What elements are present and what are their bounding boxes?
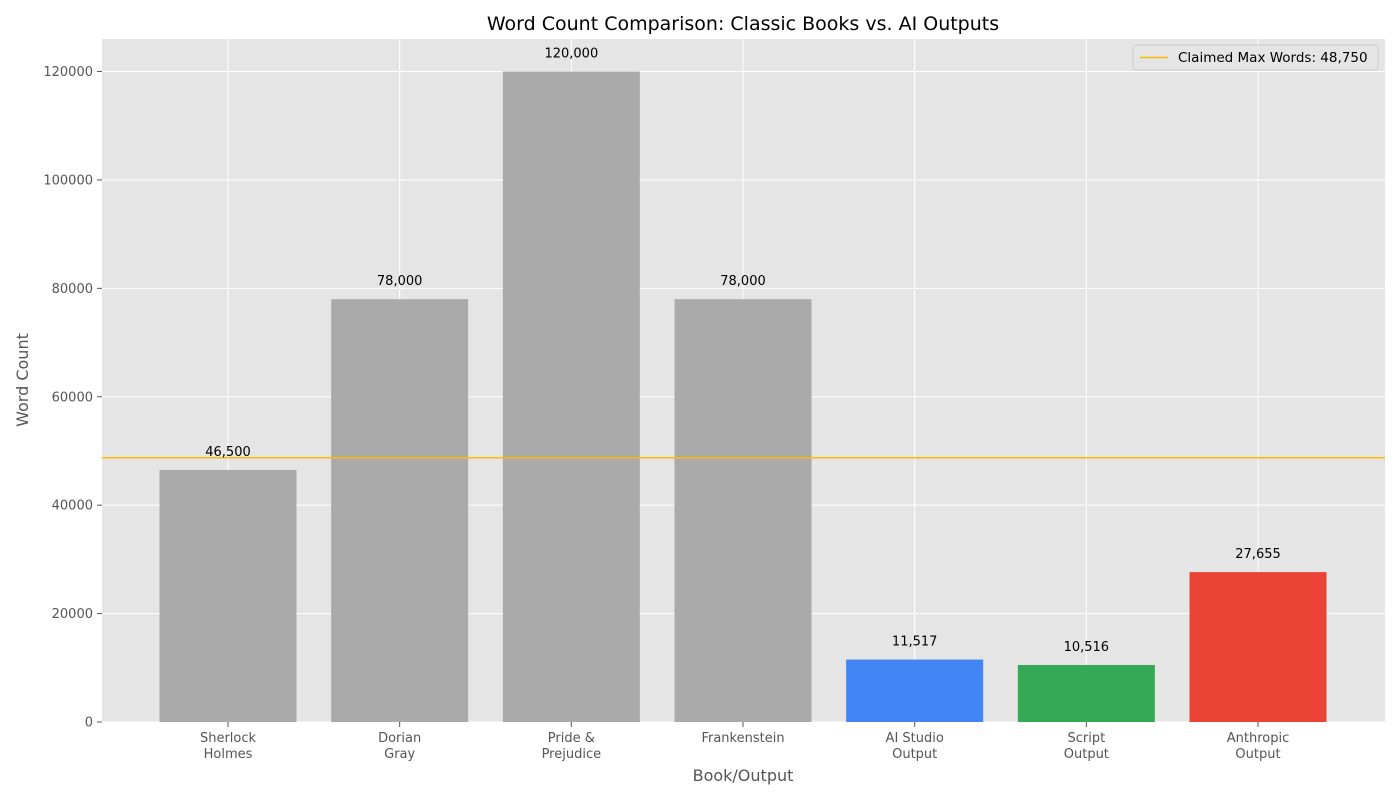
x-tick-label: Script Output (1064, 731, 1109, 762)
bar (1017, 664, 1155, 722)
data-label: 78,000 (377, 274, 423, 289)
bar (846, 659, 984, 722)
x-tick-label-line: Output (1064, 747, 1109, 762)
x-tick-label: Pride & Prejudice (542, 731, 602, 762)
bars (159, 71, 1327, 723)
legend-label: Claimed Max Words: 48,750 (1178, 50, 1368, 66)
y-tick-label: 80000 (52, 282, 93, 297)
data-label: 11,517 (892, 635, 938, 650)
legend-box (1132, 44, 1379, 71)
x-tick-label-line: Script (1067, 731, 1105, 746)
x-tick-label-line: Holmes (204, 747, 253, 762)
x-tick-label-line: Anthropic (1227, 731, 1290, 746)
y-axis-label: Word Count (13, 333, 32, 427)
x-tick-label-line: Pride & (548, 731, 595, 746)
x-tick-label-line: Gray (384, 747, 415, 762)
x-tick-label-line: Output (892, 747, 937, 762)
data-label: 10,516 (1064, 640, 1110, 655)
x-tick-label-line: Dorian (378, 731, 421, 746)
chart-title: Word Count Comparison: Classic Books vs.… (487, 13, 999, 35)
y-axis-ticks: 0 20000 40000 60000 80000 100000 120000 (43, 65, 102, 731)
x-axis-ticks: Sherlock Holmes Dorian Gray Pride & Prejudice… (200, 722, 1289, 762)
data-label: 46,500 (205, 445, 251, 460)
y-tick-label: 0 (85, 716, 93, 731)
data-label: 120,000 (544, 47, 598, 62)
y-tick-label: 120000 (43, 65, 93, 80)
x-axis-label: Book/Output (693, 766, 794, 785)
y-tick-label: 60000 (52, 390, 93, 405)
x-tick-label-line: Prejudice (542, 747, 602, 762)
x-tick-label-line: Output (1235, 747, 1280, 762)
x-tick-label-line: Frankenstein (701, 731, 784, 746)
y-tick-label: 100000 (43, 173, 93, 188)
x-tick-label-line: Sherlock (200, 731, 257, 746)
x-tick-label: Frankenstein (701, 731, 784, 746)
legend: Claimed Max Words: 48,750 (1132, 44, 1379, 71)
data-labels: 46,500 78,000 120,000 78,000 11,517 10,516 27,… (205, 47, 1281, 655)
bar (674, 299, 812, 722)
x-tick-label-line: AI Studio (886, 731, 944, 746)
data-label: 78,000 (720, 274, 766, 289)
bar (331, 299, 469, 722)
bar (1189, 572, 1327, 722)
bar (159, 469, 297, 722)
x-tick-label: AI Studio Output (886, 731, 944, 762)
data-label: 27,655 (1235, 547, 1281, 562)
bar (502, 71, 640, 723)
y-tick-label: 20000 (52, 607, 93, 622)
y-tick-label: 40000 (52, 499, 93, 514)
x-tick-label: Anthropic Output (1227, 731, 1290, 762)
x-tick-label: Dorian Gray (378, 731, 421, 762)
x-tick-label: Sherlock Holmes (200, 731, 257, 762)
